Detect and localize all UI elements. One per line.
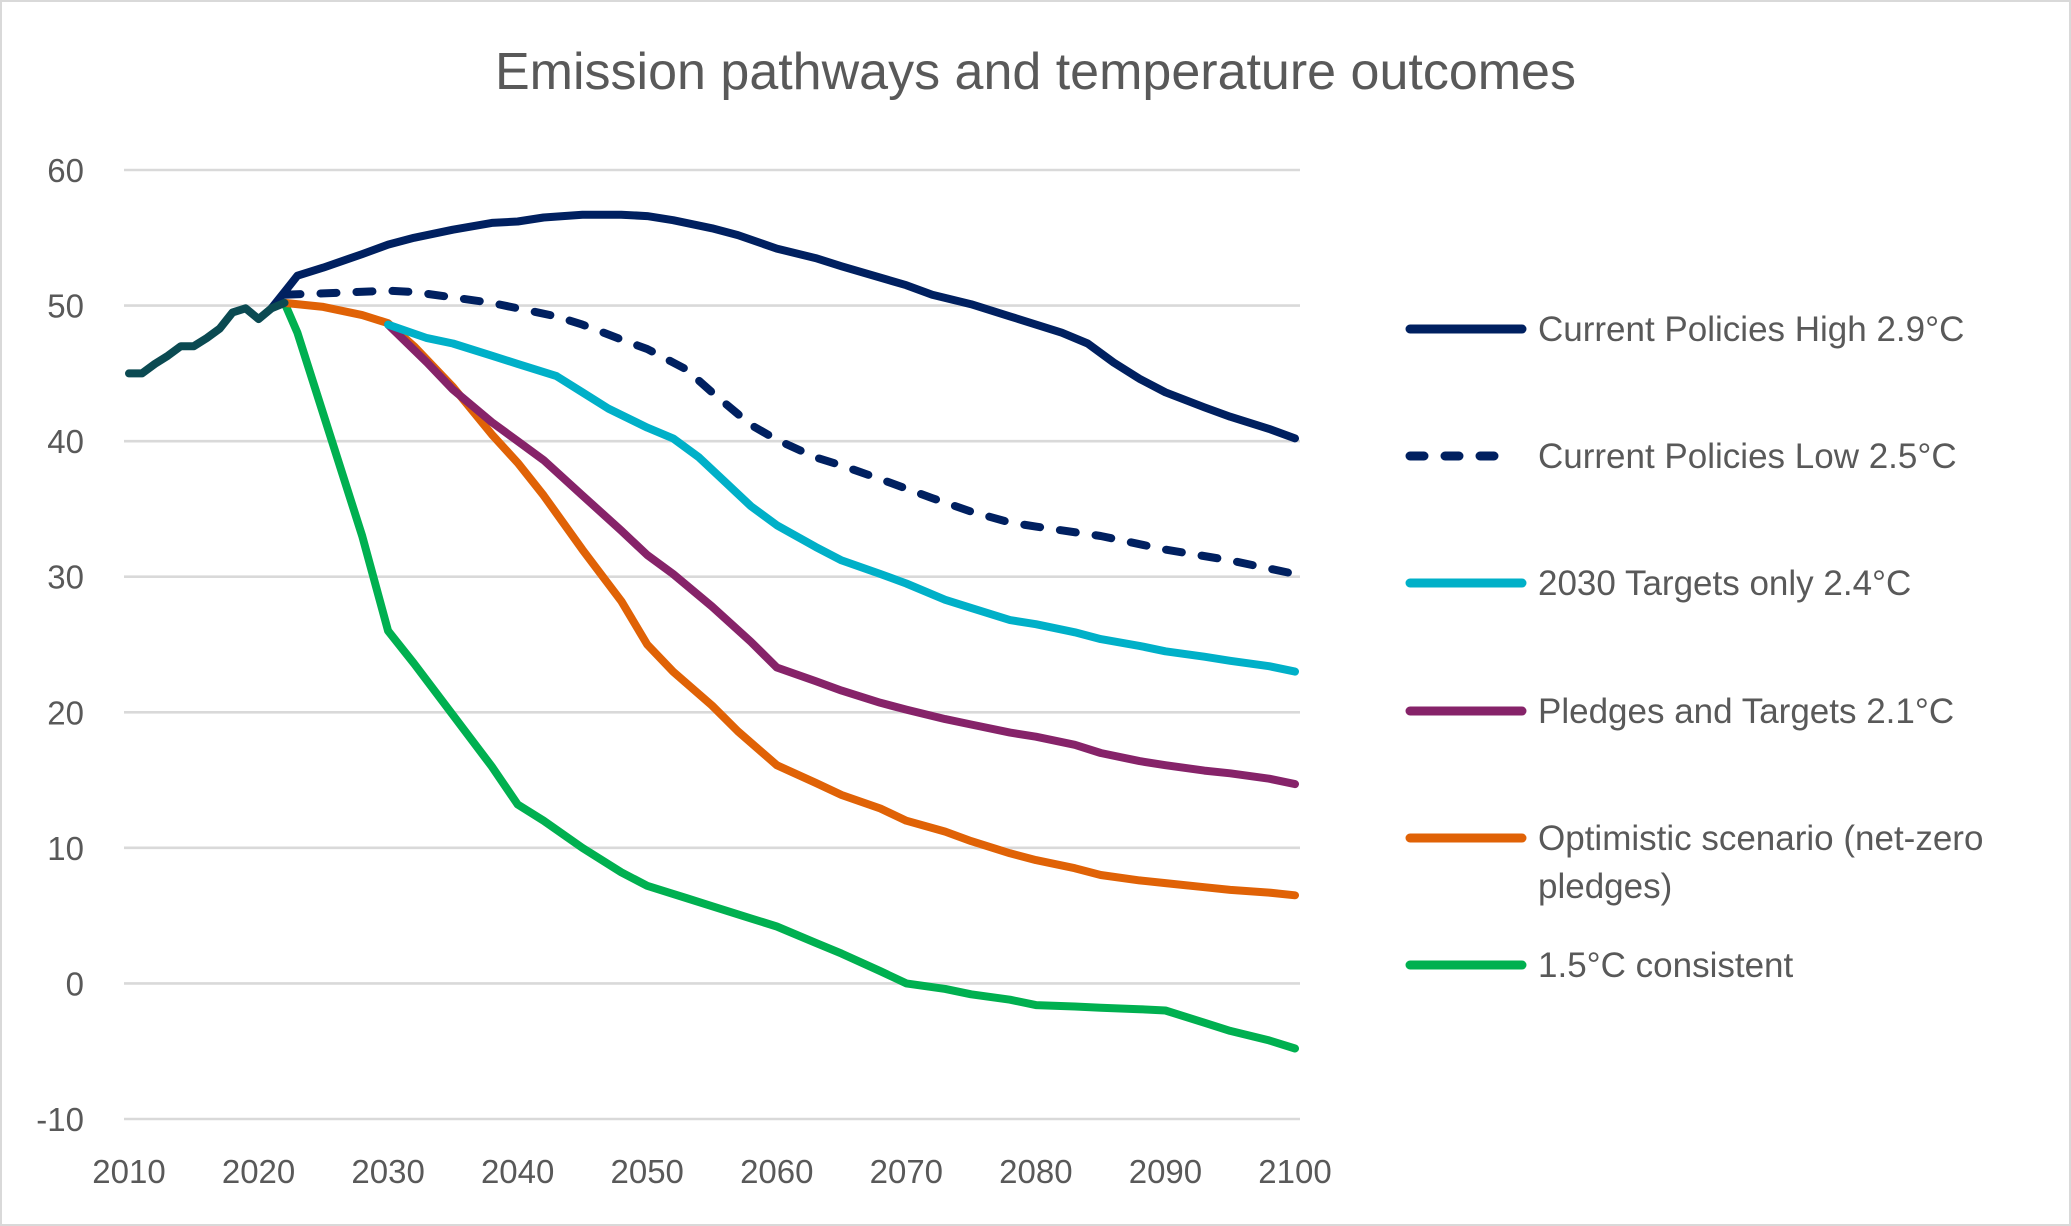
- y-tick-label: 40: [47, 423, 84, 460]
- x-tick-label: 2040: [481, 1153, 554, 1190]
- y-tick-label: 10: [47, 830, 84, 867]
- x-tick-label: 2020: [222, 1153, 295, 1190]
- series-line-1: [267, 210, 1299, 443]
- legend-label: pledges): [1538, 867, 1672, 906]
- legend-label: Optimistic scenario (net-zero: [1538, 819, 1983, 858]
- y-tick-label: 30: [47, 559, 84, 596]
- legend-label: 1.5°C consistent: [1538, 946, 1794, 985]
- series-line-3: [384, 320, 1299, 676]
- legend-label: Current Policies Low 2.5°C: [1538, 437, 1957, 476]
- y-tick-label: -10: [36, 1101, 84, 1138]
- legend: Current Policies High 2.9°C Current Polic…: [1405, 310, 1983, 985]
- y-axis-ticks: 60 50 40 30 20 10 0 -10: [36, 152, 84, 1138]
- series-line-4: [384, 320, 1299, 789]
- chart-title: Emission pathways and temperature outcom…: [495, 43, 1576, 101]
- x-tick-label: 2010: [92, 1153, 165, 1190]
- y-tick-label: 0: [66, 965, 84, 1002]
- legend-item: Pledges and Targets 2.1°C: [1405, 692, 1954, 731]
- legend-item: 2030 Targets only 2.4°C: [1405, 564, 1911, 603]
- legend-item: 1.5°C consistent: [1405, 946, 1794, 985]
- x-tick-label: 2090: [1129, 1153, 1202, 1190]
- legend-item: Current Policies High 2.9°C: [1405, 310, 1964, 349]
- series-lines: [125, 210, 1299, 1053]
- y-tick-label: 20: [47, 694, 84, 731]
- legend-label: 2030 Targets only 2.4°C: [1538, 564, 1911, 603]
- y-tick-label: 50: [47, 288, 84, 325]
- series-line-2: [280, 286, 1299, 578]
- y-tick-label: 60: [47, 152, 84, 189]
- x-tick-label: 2070: [870, 1153, 943, 1190]
- x-tick-label: 2030: [351, 1153, 424, 1190]
- x-tick-label: 2050: [611, 1153, 684, 1190]
- legend-item: Current Policies Low 2.5°C: [1405, 437, 1957, 476]
- x-tick-label: 2100: [1258, 1153, 1331, 1190]
- series-line-6: [280, 298, 1299, 1053]
- x-tick-label: 2060: [740, 1153, 813, 1190]
- series-line-5: [280, 298, 1299, 900]
- x-tick-label: 2080: [999, 1153, 1072, 1190]
- legend-label: Current Policies High 2.9°C: [1538, 310, 1964, 349]
- legend-item: Optimistic scenario (net-zero pledges): [1405, 819, 1983, 906]
- x-axis-ticks: 2010 2020 2030 2040 2050 2060 2070 2080 2090 2100: [92, 1153, 1331, 1190]
- series-line-0: [125, 298, 289, 378]
- legend-label: Pledges and Targets 2.1°C: [1538, 692, 1954, 731]
